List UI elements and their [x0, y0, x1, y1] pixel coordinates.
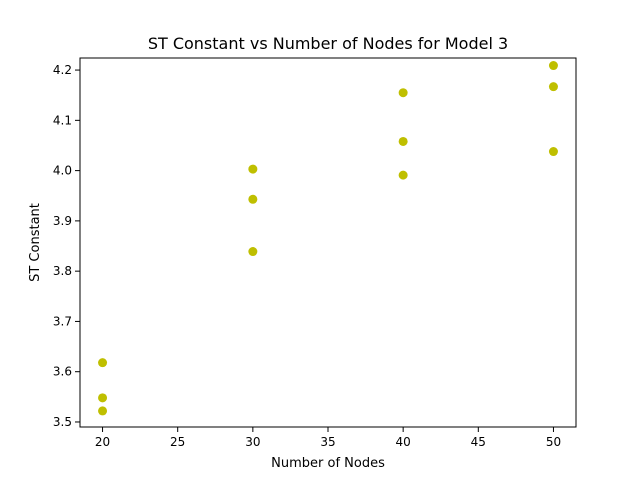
x-tick-label: 30 — [245, 435, 260, 449]
x-tick-label: 25 — [170, 435, 185, 449]
y-tick-label: 4.0 — [53, 164, 72, 178]
y-axis-label: ST Constant — [28, 203, 43, 282]
x-axis: 20 25 30 35 40 45 50 — [95, 427, 561, 449]
y-axis: 3.5 3.6 3.7 3.8 3.9 4.0 4.1 4.2 — [53, 63, 80, 429]
chart-title: ST Constant vs Number of Nodes for Model… — [148, 34, 508, 53]
x-tick-label: 40 — [396, 435, 411, 449]
x-axis-label: Number of Nodes — [271, 456, 385, 471]
data-point — [398, 136, 408, 146]
plot-frame — [79, 57, 577, 428]
x-tick-label: 20 — [95, 435, 110, 449]
y-tick-label: 3.9 — [53, 214, 72, 228]
y-tick-label: 3.5 — [53, 415, 72, 429]
y-tick-label: 3.6 — [53, 365, 72, 379]
data-point — [248, 247, 258, 257]
data-point — [398, 170, 408, 180]
data-point — [98, 393, 108, 403]
x-tick-label: 45 — [471, 435, 486, 449]
data-point — [98, 406, 108, 416]
data-point — [548, 82, 558, 92]
data-point — [248, 164, 258, 174]
data-point — [548, 147, 558, 157]
y-tick-label: 4.1 — [53, 113, 72, 127]
data-point — [98, 358, 108, 368]
data-point — [548, 61, 558, 71]
y-tick-label: 3.8 — [53, 264, 72, 278]
y-tick-label: 3.7 — [53, 314, 72, 328]
plot-area — [98, 61, 558, 416]
y-tick-label: 4.2 — [53, 63, 72, 77]
data-point — [398, 88, 408, 98]
x-tick-label: 50 — [546, 435, 561, 449]
x-tick-label: 35 — [320, 435, 335, 449]
data-point — [248, 194, 258, 204]
